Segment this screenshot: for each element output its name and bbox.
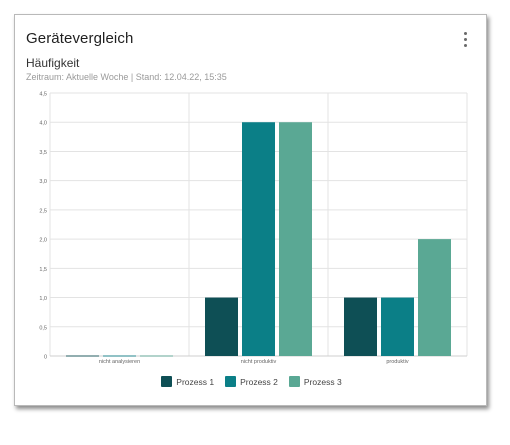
bar	[205, 297, 238, 356]
bar	[381, 297, 414, 356]
y-tick-label: 0,5	[39, 325, 47, 331]
card-title: Gerätevergleich	[26, 30, 134, 47]
chart-legend: Prozess 1 Prozess 2 Prozess 3	[15, 376, 488, 387]
more-vertical-icon[interactable]	[460, 30, 472, 50]
bar	[344, 297, 377, 356]
bar	[418, 239, 451, 356]
y-tick-label: 2,0	[39, 238, 47, 244]
legend-item[interactable]: Prozess 2	[225, 376, 278, 387]
x-tick-label: nicht analysieren	[99, 359, 140, 365]
x-tick-label: produktiv	[386, 359, 409, 365]
chart-card: Gerätevergleich Häufigkeit Zeitraum: Akt…	[14, 14, 487, 406]
chart-meta: Zeitraum: Aktuelle Woche | Stand: 12.04.…	[26, 72, 227, 82]
y-tick-label: 1,0	[39, 296, 47, 302]
x-tick-label: nicht produktiv	[241, 359, 277, 365]
bar-chart: 0 0,5 1,0 1,5 2,0 2,5 3,0 3,5 4,0 4,5 nicht analys…	[39, 92, 468, 365]
legend-item[interactable]: Prozess 1	[161, 376, 214, 387]
legend-swatch	[161, 376, 173, 387]
legend-item[interactable]: Prozess 3	[288, 376, 342, 387]
y-tick-label: 3,5	[39, 150, 47, 156]
y-tick-label: 2,5	[39, 208, 47, 214]
y-tick-label: 4,0	[39, 121, 47, 127]
chart-subtitle: Häufigkeit	[26, 56, 80, 70]
legend-swatch	[288, 376, 300, 387]
y-tick-label: 1,5	[39, 267, 47, 273]
bar	[66, 355, 99, 357]
legend-swatch	[225, 376, 237, 387]
legend-label: Prozess 1	[176, 376, 215, 387]
bar	[140, 355, 173, 357]
bar	[103, 355, 136, 357]
y-tick-label: 0	[44, 355, 47, 361]
legend-label: Prozess 3	[303, 376, 342, 387]
bar	[242, 122, 275, 356]
y-tick-label: 3,0	[39, 179, 47, 185]
y-tick-label: 4,5	[39, 92, 47, 98]
legend-label: Prozess 2	[240, 376, 278, 387]
bar	[279, 122, 312, 356]
